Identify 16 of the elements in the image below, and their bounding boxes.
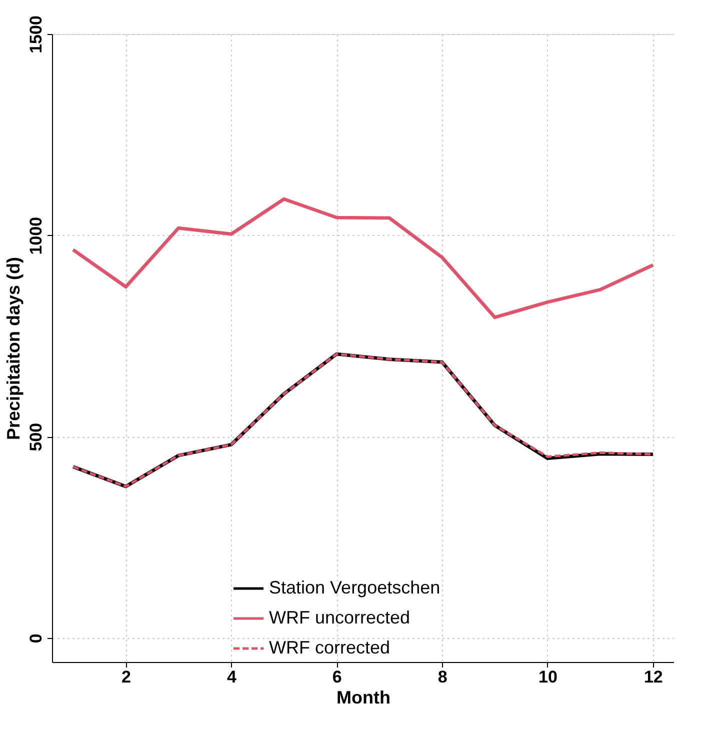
line-series: [71, 197, 655, 320]
y-tick-label: 0: [26, 634, 46, 644]
legend-label: WRF corrected: [269, 638, 390, 658]
y-tick-label: 500: [26, 422, 46, 452]
x-tick-label: 12: [644, 668, 663, 686]
y-tick-label: 1500: [26, 16, 46, 54]
y-tick-label: 1000: [26, 216, 46, 255]
y-axis-title: Precipitaiton days (d): [4, 256, 24, 440]
legend-label: WRF uncorrected: [269, 608, 410, 628]
x-tick-label: 8: [438, 668, 448, 686]
x-tick-label: 10: [538, 668, 558, 686]
x-tick-label: 2: [122, 668, 132, 686]
x-axis-title: Month: [336, 688, 390, 708]
x-tick-label: 6: [332, 668, 342, 686]
legend-label: Station Vergoetschen: [269, 578, 440, 598]
x-tick-label: 4: [226, 668, 237, 686]
